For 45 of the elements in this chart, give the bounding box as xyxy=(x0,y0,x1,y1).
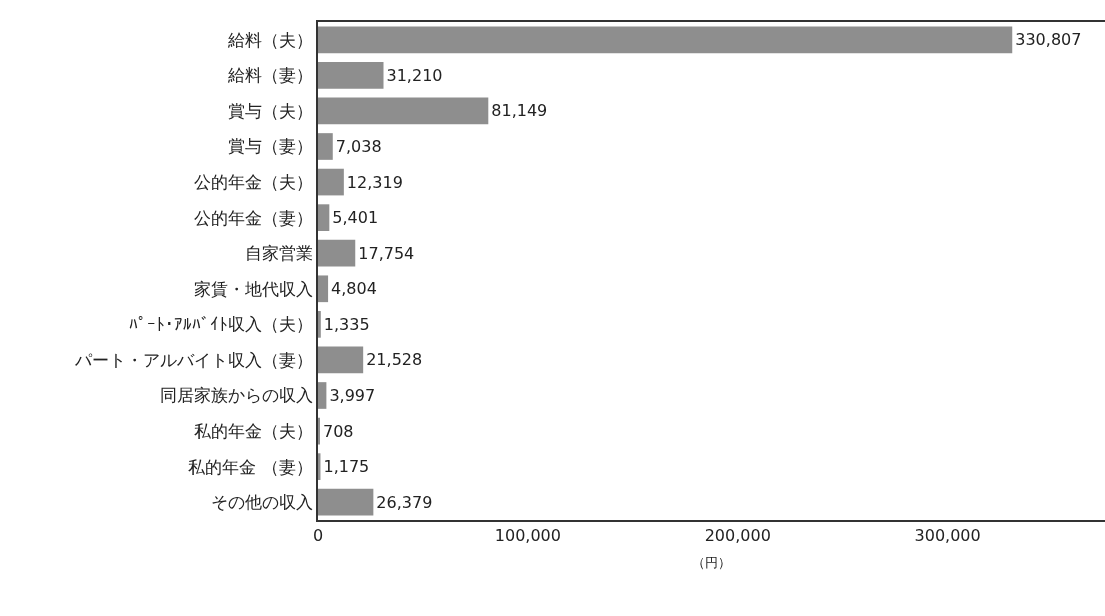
data-label: 7,038 xyxy=(335,137,382,156)
bar xyxy=(318,133,333,160)
y-tick-label: 自家営業 xyxy=(244,243,313,264)
y-tick-label: 賞与（夫） xyxy=(227,100,313,121)
y-tick-label: 賞与（妻） xyxy=(227,136,313,157)
y-tick-label: 私的年金（夫） xyxy=(193,421,313,442)
bar xyxy=(318,311,321,338)
y-tick-label: 同居家族からの収入 xyxy=(159,385,313,406)
y-tick-label: 公的年金（夫） xyxy=(193,172,313,193)
y-tick-label: 給料（夫） xyxy=(226,29,313,50)
data-label: 81,149 xyxy=(491,101,548,121)
y-tick-label: 家賃・地代収入 xyxy=(193,278,313,299)
data-label: 26,379 xyxy=(376,492,433,512)
y-tick-label: 私的年金 （妻） xyxy=(188,456,313,477)
data-label: 31,210 xyxy=(386,65,443,85)
data-label: 21,528 xyxy=(366,350,423,370)
bar xyxy=(318,204,330,231)
data-label: 12,319 xyxy=(346,172,403,192)
bar xyxy=(318,275,329,303)
y-tick-label: ﾊﾟｰﾄ･ｱﾙﾊﾞｲﾄ収入（夫） xyxy=(128,314,313,335)
x-tick-label: 0 xyxy=(312,525,324,545)
bar xyxy=(318,168,344,196)
bar xyxy=(318,97,489,125)
data-label: 17,754 xyxy=(358,243,415,263)
y-tick-label: 給料（妻） xyxy=(226,65,313,86)
y-tick-label: パート・アルバイト収入（妻） xyxy=(73,349,313,370)
data-label: 330,807 xyxy=(1015,30,1082,50)
x-tick-label: 100,000 xyxy=(494,525,561,545)
bar xyxy=(318,62,384,89)
bar xyxy=(318,239,356,267)
x-tick-label: 300,000 xyxy=(914,525,981,545)
x-axis-title: （円） xyxy=(692,555,731,571)
data-label: 3,997 xyxy=(329,386,376,405)
data-label: 708 xyxy=(323,421,354,441)
y-tick-label: 公的年金（妻） xyxy=(193,207,313,228)
x-tick-label: 200,000 xyxy=(704,525,771,545)
bar xyxy=(318,382,327,409)
y-tick-label: その他の収入 xyxy=(210,492,313,513)
data-label: 1,335 xyxy=(323,314,370,334)
bar xyxy=(318,26,1013,54)
data-label: 5,401 xyxy=(332,208,379,228)
data-label: 1,175 xyxy=(323,457,370,477)
bar xyxy=(318,488,374,516)
data-label: 4,804 xyxy=(331,279,377,299)
bar xyxy=(318,346,364,374)
